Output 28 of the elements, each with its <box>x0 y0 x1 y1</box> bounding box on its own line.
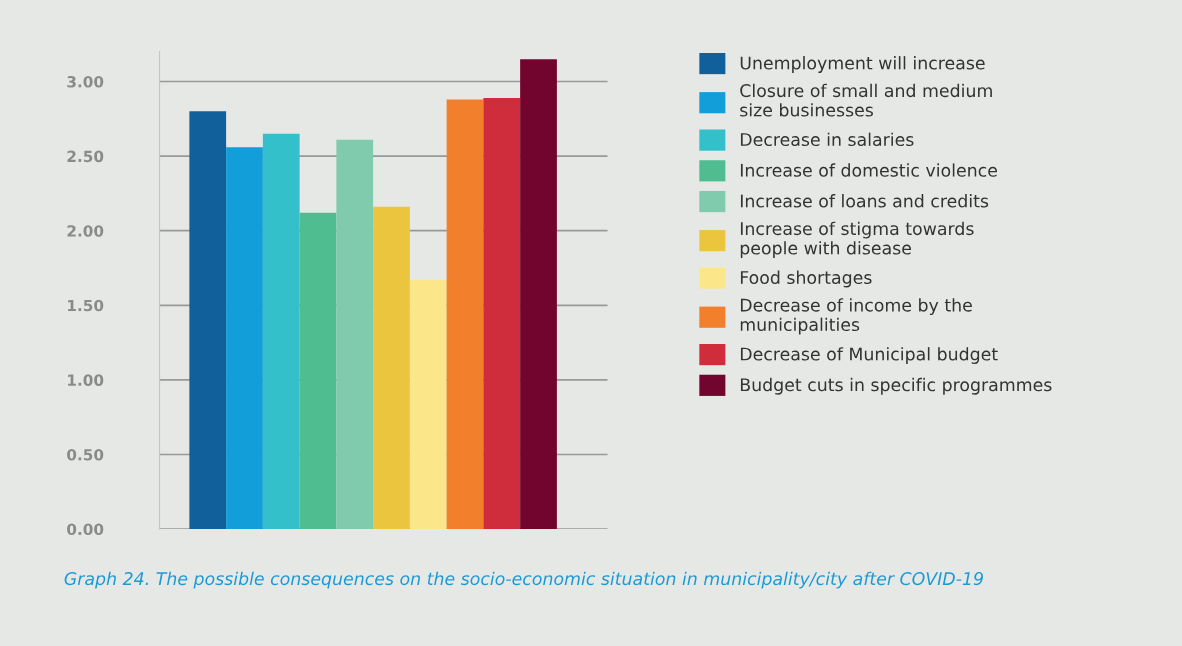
y-tick-label: 1.00 <box>68 374 104 386</box>
bar <box>189 111 227 530</box>
legend-label: Budget cuts in specific programmes <box>740 377 1052 395</box>
y-tick-label: 0.00 <box>67 523 104 536</box>
legend-label: Decrease of Municipal budget <box>740 347 998 364</box>
legend-label: Increase of domestic violence <box>740 163 997 177</box>
y-tick-label: 1.50 <box>68 299 104 312</box>
legend-label: Increase of loans and credits <box>740 194 989 208</box>
legend-label: Closure of small and medium size businesses <box>740 83 992 117</box>
bar <box>446 99 484 530</box>
legend-label: Decrease of income by the municipalities <box>740 298 972 335</box>
legend-label: Unemployment will increase <box>740 56 985 73</box>
bar <box>409 279 447 530</box>
legend-label: Increase of stigma towards people with disease <box>740 221 974 258</box>
bar <box>483 97 521 530</box>
bar <box>336 139 374 530</box>
bar <box>520 59 557 530</box>
y-tick-label: 3.00 <box>67 75 104 88</box>
bar <box>226 147 263 530</box>
caption: Graph 24. The possible consequences on the socio-economic situation in municipality/city after COVID-19 <box>64 571 983 589</box>
bar <box>299 212 337 530</box>
legend-label: Food shortages <box>740 270 872 288</box>
legend-label: Decrease in salaries <box>740 132 914 147</box>
y-tick-label: 2.00 <box>67 225 104 237</box>
bar <box>262 133 300 530</box>
y-tick-label: 0.50 <box>67 448 104 461</box>
bar <box>373 206 410 530</box>
y-tick-label: 2.50 <box>67 150 104 163</box>
